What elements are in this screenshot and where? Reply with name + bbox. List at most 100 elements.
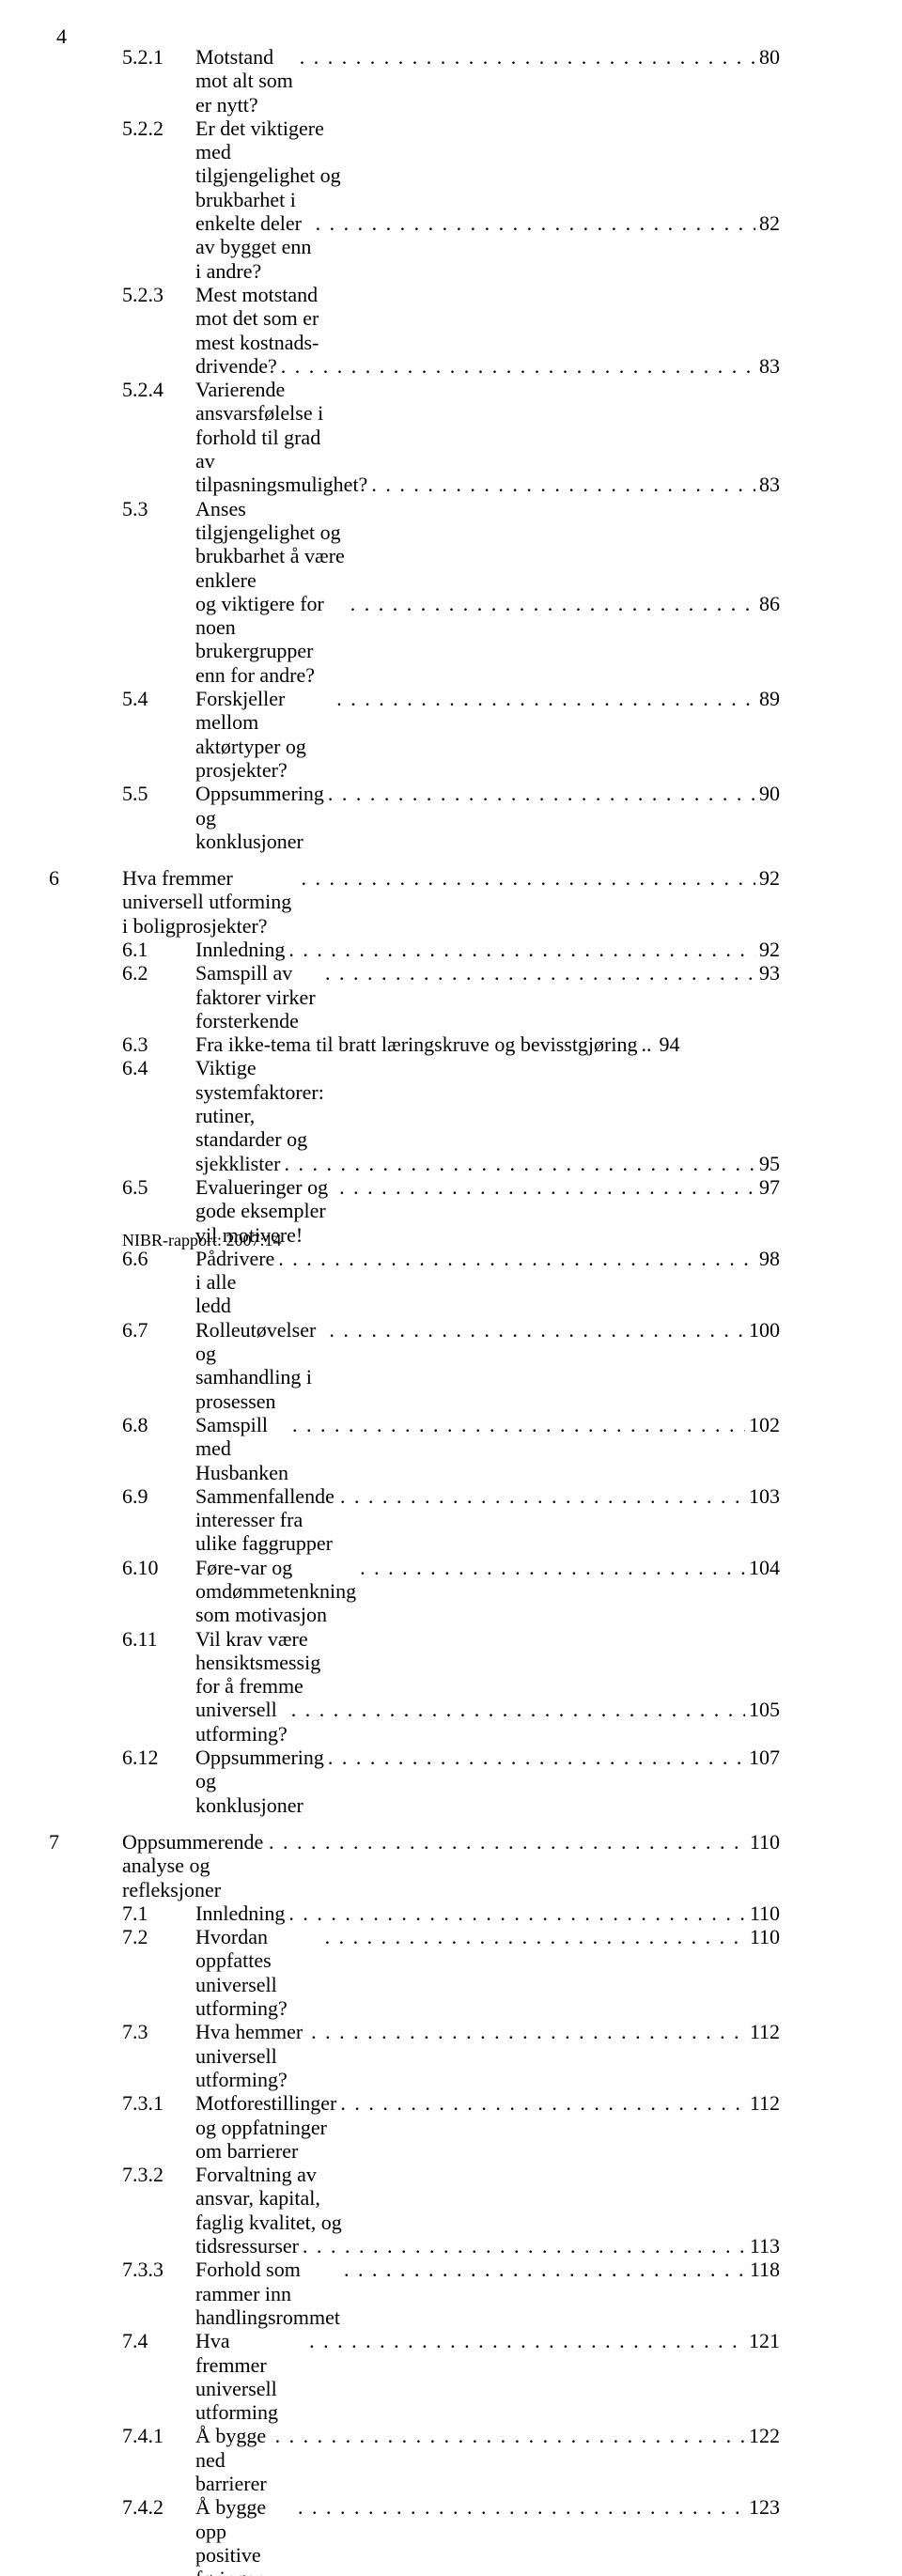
toc-entry-title: Motforestillinger og oppfatninger om bar…: [195, 2091, 336, 2163]
toc-row: 5.2.3Mest motstand mot det som er mest k…: [122, 283, 780, 354]
toc-entry-number: 5.5: [122, 782, 195, 805]
toc-entry-page: 93: [755, 961, 780, 985]
toc-row: og viktigere for noen brukergrupper enn …: [122, 592, 780, 687]
toc-entry-title: drivende?: [195, 354, 277, 378]
toc-entry-title: Hva fremmer universell utforming i bolig…: [122, 866, 297, 938]
toc-leader-dots: ..: [637, 1032, 655, 1056]
toc-entry-title: Forhold som rammer inn handlingsrommet: [195, 2258, 340, 2329]
toc-entry-number: 7.3: [122, 2020, 195, 2043]
toc-leader-dots: . . . . . . . . . . . . . . . . . . . . …: [299, 2234, 746, 2258]
toc-entry-page: 112: [746, 2020, 780, 2043]
toc-entry-title: Anses tilgjengelighet og brukbarhet å væ…: [195, 497, 352, 592]
toc-row: 5.3Anses tilgjengelighet og brukbarhet å…: [122, 497, 780, 592]
toc-entry-number: 7: [49, 1830, 122, 1854]
toc-entry-title: Innledning: [195, 1901, 285, 1925]
toc-entry-title: Å bygge opp positive føringer: [195, 2495, 294, 2576]
toc-entry-page: 123: [745, 2495, 780, 2519]
toc-row: universell utforming?. . . . . . . . . .…: [122, 1698, 780, 1746]
toc-entry-page: 92: [755, 866, 780, 890]
toc-leader-dots: . . . . . . . . . . . . . . . . . . . . …: [321, 1925, 746, 1948]
toc-entry-title: Motstand mot alt som er nytt?: [195, 45, 296, 116]
toc-leader-dots: . . . . . . . . . . . . . . . . . . . . …: [277, 354, 755, 378]
toc-leader-dots: . . . . . . . . . . . . . . . . . . . . …: [335, 1175, 755, 1199]
toc-row: 5.4Forskjeller mellom aktørtyper og pros…: [122, 687, 780, 782]
toc-entry-title: Fra ikke-tema til bratt læringskruve og …: [195, 1032, 637, 1056]
toc-entry-page: 104: [745, 1556, 780, 1579]
toc-entry-title: Oppsummering og konklusjoner: [195, 1746, 324, 1817]
toc-leader-dots: . . . . . . . . . . . . . . . . . . . . …: [325, 1318, 745, 1342]
toc-entry-number: 5.2.4: [122, 378, 195, 401]
toc-leader-dots: . . . . . . . . . . . . . . . . . . . . …: [367, 473, 755, 496]
toc-row: 6.11Vil krav være hensiktsmessig for å f…: [122, 1627, 780, 1699]
report-footer: NIBR-rapport: 2007:14: [122, 1231, 281, 1250]
toc-row: 7.3.3Forhold som rammer inn handlingsrom…: [122, 2258, 780, 2329]
toc-leader-dots: . . . . . . . . . . . . . . . . . . . . …: [305, 2329, 745, 2352]
toc-entry-number: 5.2.3: [122, 283, 195, 306]
toc-entry-number: 5.4: [122, 687, 195, 710]
toc-leader-dots: . . . . . . . . . . . . . . . . . . . . …: [324, 1746, 745, 1769]
toc-entry-number: 6.7: [122, 1318, 195, 1342]
toc-row: 7.4.1Å bygge ned barrierer. . . . . . . …: [122, 2424, 780, 2495]
toc-entry-page: 82: [755, 211, 780, 235]
toc-entry-page: 113: [746, 2234, 780, 2258]
toc-row: enkelte deler av bygget enn i andre?. . …: [122, 211, 780, 283]
toc-entry-number: 6.8: [122, 1413, 195, 1436]
toc-entry-title: Oppsummering og konklusjoner: [195, 782, 324, 853]
toc-entry-title: universell utforming?: [195, 1698, 288, 1746]
toc-entry-page: 100: [745, 1318, 780, 1342]
toc-entry-number: 6.1: [122, 938, 195, 961]
toc-entry-page: 95: [755, 1152, 780, 1175]
toc-leader-dots: . . . . . . . . . . . . . . . . . . . . …: [356, 1556, 745, 1579]
toc-entry-title: Er det viktigere med tilgjengelighet og …: [195, 116, 353, 211]
toc-entry-number: 7.3.1: [122, 2091, 195, 2115]
toc-row: 7Oppsummerende analyse og refleksjoner. …: [122, 1830, 780, 1901]
toc-entry-page: 110: [746, 1901, 780, 1925]
toc-entry-number: 7.2: [122, 1925, 195, 1948]
toc-entry-number: 6: [49, 866, 122, 890]
toc-entry-title: Hva fremmer universell utforming: [195, 2329, 305, 2424]
toc-entry-page: 98: [755, 1247, 780, 1270]
toc-entry-title: Mest motstand mot det som er mest kostna…: [195, 283, 340, 354]
toc-entry-title: sjekklister: [195, 1152, 280, 1175]
toc-entry-title: Rolleutøvelser og samhandling i prosesse…: [195, 1318, 325, 1413]
toc-entry-page: 122: [745, 2424, 780, 2447]
toc-entry-title: Pådrivere i alle ledd: [195, 1247, 274, 1318]
toc-row: 5.2.1Motstand mot alt som er nytt?. . . …: [122, 45, 780, 116]
toc-entry-number: 5.2.1: [122, 45, 195, 69]
toc-leader-dots: . . . . . . . . . . . . . . . . . . . . …: [307, 2020, 746, 2043]
toc-entry-page: 86: [755, 592, 780, 615]
toc-entry-page: 89: [755, 687, 780, 710]
toc-leader-dots: . . . . . . . . . . . . . . . . . . . . …: [336, 1484, 745, 1508]
toc-leader-dots: . . . . . . . . . . . . . . . . . . . . …: [288, 1413, 745, 1436]
toc-entry-page: 112: [746, 2091, 780, 2115]
toc-entry-number: 7.3.3: [122, 2258, 195, 2281]
toc-entry-number: 5.2.2: [122, 116, 195, 140]
toc-entry-page: 94: [655, 1032, 679, 1056]
toc-row: 7.3.2Forvaltning av ansvar, kapital, fag…: [122, 2163, 780, 2234]
toc-row: 6.12Oppsummering og konklusjoner. . . . …: [122, 1746, 780, 1817]
toc-entry-title: tidsressurser: [195, 2234, 299, 2258]
toc-row: 7.3Hva hemmer universell utforming?. . .…: [122, 2020, 780, 2091]
toc-row: 6.10Føre-var og omdømmetenkning som moti…: [122, 1556, 780, 1627]
toc-entry-title: tilpasningsmulighet?: [195, 473, 367, 496]
toc-entry-page: 80: [755, 45, 780, 69]
toc-entry-title: Forskjeller mellom aktørtyper og prosjek…: [195, 687, 333, 782]
toc-row: tidsressurser. . . . . . . . . . . . . .…: [122, 2234, 780, 2258]
toc-row: 7.4.2Å bygge opp positive føringer. . . …: [122, 2495, 780, 2576]
toc-row: 6.2Samspill av faktorer virker forsterke…: [122, 961, 780, 1032]
toc-leader-dots: . . . . . . . . . . . . . . . . . . . . …: [312, 211, 755, 235]
toc-entry-number: 6.11: [122, 1627, 195, 1651]
toc-row: 5.2.4Varierende ansvarsfølelse i forhold…: [122, 378, 780, 473]
toc-entry-number: 7.1: [122, 1901, 195, 1925]
toc-entry-number: 7.4: [122, 2329, 195, 2352]
toc-leader-dots: . . . . . . . . . . . . . . . . . . . . …: [294, 2495, 745, 2519]
toc-leader-dots: . . . . . . . . . . . . . . . . . . . . …: [285, 1901, 745, 1925]
toc-leader-dots: . . . . . . . . . . . . . . . . . . . . …: [297, 866, 755, 890]
toc-row: 6Hva fremmer universell utforming i boli…: [122, 866, 780, 938]
toc-entry-page: 121: [745, 2329, 780, 2352]
toc-leader-dots: . . . . . . . . . . . . . . . . . . . . …: [288, 1698, 745, 1721]
page-number: 4: [56, 24, 67, 49]
toc-leader-dots: . . . . . . . . . . . . . . . . . . . . …: [272, 2424, 745, 2447]
toc-leader-dots: . . . . . . . . . . . . . . . . . . . . …: [265, 1830, 746, 1854]
toc-entry-page: 92: [755, 938, 780, 961]
